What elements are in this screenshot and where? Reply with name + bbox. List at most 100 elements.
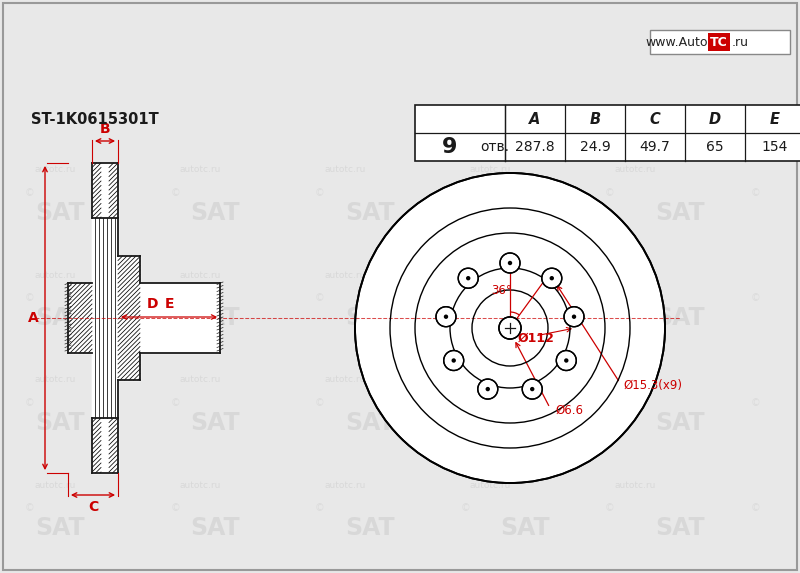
Text: Ø112: Ø112 [518,332,555,344]
Text: B: B [590,112,601,127]
Text: SAT: SAT [190,306,240,330]
Text: 65: 65 [706,140,724,154]
Text: E: E [770,112,780,127]
Text: autotc.ru: autotc.ru [324,270,366,280]
Text: SAT: SAT [345,306,395,330]
Text: ©: © [460,188,470,198]
Text: ©: © [25,503,35,513]
Text: autotc.ru: autotc.ru [179,481,221,489]
Circle shape [451,358,456,363]
Circle shape [500,253,520,273]
Text: ST-1K0615301T: ST-1K0615301T [31,112,159,127]
Text: autotc.ru: autotc.ru [614,270,656,280]
Text: autotc.ru: autotc.ru [470,375,510,384]
Circle shape [530,387,534,391]
Text: ©: © [315,188,325,198]
Text: SAT: SAT [35,306,85,330]
Text: autotc.ru: autotc.ru [179,166,221,175]
Circle shape [444,315,448,319]
Text: SAT: SAT [35,411,85,435]
Bar [650,30,790,54]
Circle shape [486,387,490,391]
Text: D: D [709,112,721,127]
Text: autotc.ru: autotc.ru [179,270,221,280]
Text: Ø15.3(x9): Ø15.3(x9) [623,379,682,391]
Bar [708,33,730,51]
Text: www.Auto: www.Auto [646,36,708,49]
Circle shape [542,268,562,288]
Circle shape [564,358,569,363]
Text: SAT: SAT [35,516,85,540]
Text: D: D [146,297,158,311]
Text: ©: © [605,293,615,303]
Text: отв.: отв. [480,140,509,154]
Text: ©: © [605,503,615,513]
Text: 287.8: 287.8 [515,140,555,154]
Text: SAT: SAT [500,201,550,225]
Text: 9: 9 [442,137,457,157]
Text: SAT: SAT [500,306,550,330]
Text: ©: © [315,293,325,303]
Text: ©: © [170,188,180,198]
Text: autotc.ru: autotc.ru [614,166,656,175]
Circle shape [444,351,464,371]
Text: autotc.ru: autotc.ru [614,375,656,384]
Text: ©: © [170,398,180,408]
Text: autotc.ru: autotc.ru [324,375,366,384]
Text: ©: © [170,293,180,303]
Text: SAT: SAT [190,201,240,225]
Text: ©: © [605,188,615,198]
Text: ©: © [315,398,325,408]
Text: 24.9: 24.9 [580,140,610,154]
Text: 154: 154 [762,140,788,154]
Text: autotc.ru: autotc.ru [470,270,510,280]
Text: 49.7: 49.7 [640,140,670,154]
Text: E: E [166,297,174,311]
Text: C: C [88,500,98,514]
Text: ©: © [750,188,760,198]
Text: autotc.ru: autotc.ru [34,166,76,175]
Text: ©: © [315,503,325,513]
Text: SAT: SAT [190,411,240,435]
Text: autotc.ru: autotc.ru [34,481,76,489]
Text: autotc.ru: autotc.ru [470,481,510,489]
Text: ©: © [750,398,760,408]
Circle shape [499,317,521,339]
Text: ©: © [750,503,760,513]
Text: SAT: SAT [500,411,550,435]
Text: SAT: SAT [345,201,395,225]
Text: SAT: SAT [655,201,705,225]
Circle shape [466,276,470,280]
Circle shape [436,307,456,327]
Text: SAT: SAT [655,411,705,435]
Circle shape [556,351,576,371]
Text: autotc.ru: autotc.ru [34,375,76,384]
Text: ©: © [605,398,615,408]
Circle shape [355,173,665,483]
Text: SAT: SAT [345,411,395,435]
Text: ©: © [25,188,35,198]
Text: autotc.ru: autotc.ru [324,481,366,489]
Text: ©: © [750,293,760,303]
Text: ©: © [25,398,35,408]
Text: .ru: .ru [732,36,749,49]
Text: TC: TC [710,36,728,49]
Circle shape [508,261,512,265]
Text: A: A [28,311,38,325]
Circle shape [564,307,584,327]
Bar [415,105,800,161]
Text: SAT: SAT [655,306,705,330]
Text: SAT: SAT [345,516,395,540]
Text: SAT: SAT [35,201,85,225]
Circle shape [478,379,498,399]
Text: 36°: 36° [492,284,512,296]
Circle shape [572,315,576,319]
Text: SAT: SAT [190,516,240,540]
Text: autotc.ru: autotc.ru [34,270,76,280]
Circle shape [458,268,478,288]
Text: autotc.ru: autotc.ru [470,166,510,175]
Text: autotc.ru: autotc.ru [179,375,221,384]
Text: SAT: SAT [655,516,705,540]
Circle shape [550,276,554,280]
Text: ©: © [170,503,180,513]
